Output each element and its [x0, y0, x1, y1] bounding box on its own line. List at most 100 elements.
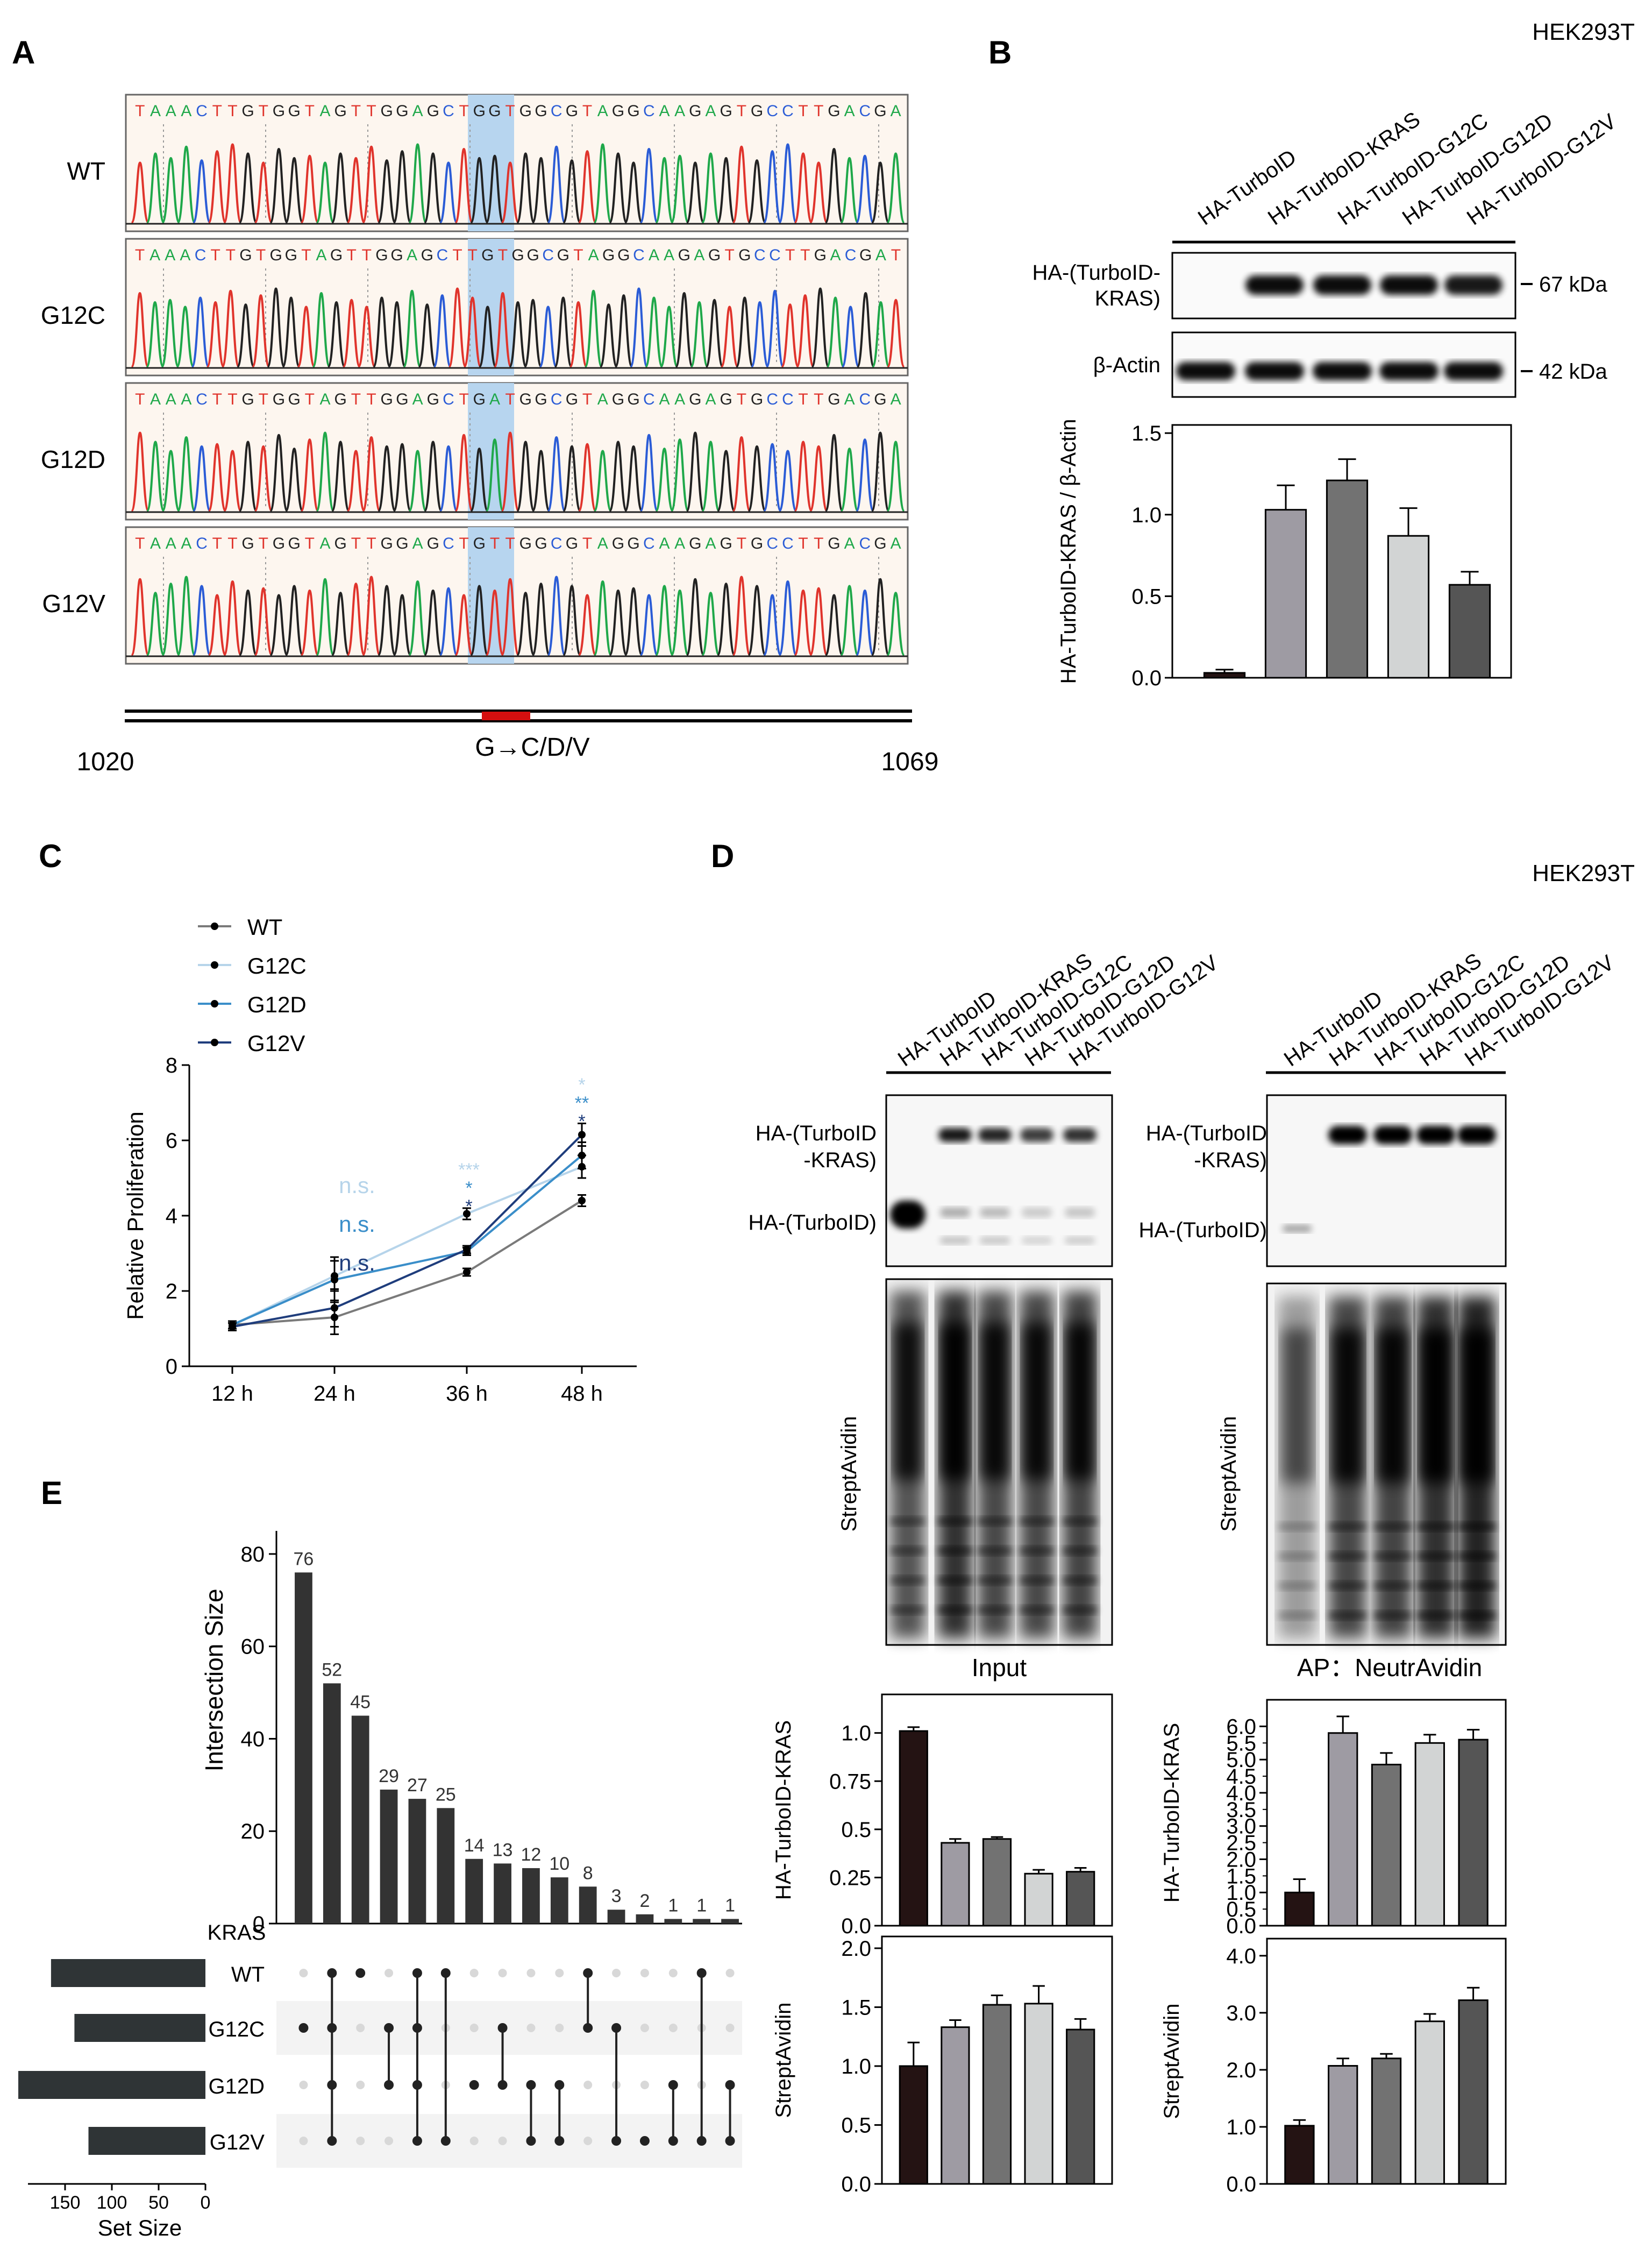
trace-peak: [793, 152, 813, 224]
sequence-base: A: [674, 391, 685, 408]
actin-bands-b: [1176, 362, 1503, 380]
sequence-base: T: [505, 391, 515, 408]
trace-peak: [732, 436, 751, 512]
trace-peak: [809, 161, 829, 224]
y-axis-label: StreptAvidin: [1160, 2004, 1184, 2119]
trace-peak: [269, 594, 289, 656]
sequencing-chromatograms: WTT A A A C T T G T G G T A G T T G G A G C T G G T G G C G T A G G C A A G A…: [41, 94, 909, 665]
y-minor-tick-label: 5.5: [1226, 1732, 1256, 1755]
y-tick-label: 6: [166, 1129, 177, 1153]
trace-peak: [871, 431, 890, 512]
sequence-base: T: [737, 391, 746, 408]
trace-peak: [266, 287, 286, 368]
sequence-base: T: [582, 102, 592, 120]
sequence-base: G: [566, 102, 578, 120]
trace-peak: [130, 431, 150, 512]
streptavidin-band: [1374, 1522, 1412, 1531]
sequence-base: C: [643, 102, 655, 120]
ha-kras-label-d-input-1: HA-(TurboID: [756, 1122, 877, 1145]
trace-peak: [342, 299, 361, 368]
trace-peak: [485, 589, 504, 656]
faint-band: [1022, 1208, 1052, 1217]
data-point: [578, 1131, 586, 1139]
matrix-dot-empty: [526, 2024, 536, 2032]
data-point: [331, 1276, 338, 1283]
sequence-base: G: [557, 246, 569, 264]
sequence-base: C: [766, 391, 778, 408]
sequence-base: T: [582, 391, 592, 408]
significance-label: n.s.: [339, 1250, 375, 1275]
trace-peak: [686, 431, 705, 512]
sequence-base: C: [782, 391, 794, 408]
trace-peak: [747, 159, 767, 224]
matrix-dot-empty: [555, 1969, 564, 1977]
trace-peak: [130, 292, 149, 368]
sequence-base: T: [305, 102, 315, 120]
intersection-bar: [465, 1858, 483, 1924]
matrix-dot-filled: [355, 1968, 366, 1978]
sequence-base: T: [498, 246, 508, 264]
x-tick-label: 24 h: [314, 1382, 355, 1406]
trace-peak: [732, 145, 751, 224]
streptavidin-band: [1417, 1581, 1455, 1590]
trace-peak: [826, 296, 845, 368]
trace-peak: [357, 306, 376, 368]
matrix-dot-filled: [469, 2080, 479, 2090]
trace-peak: [423, 152, 443, 224]
trace-peak: [175, 306, 195, 368]
sequence-base: G: [381, 535, 393, 552]
sequence-base: T: [467, 246, 477, 264]
sequence-base: G: [689, 391, 701, 408]
trace-peak: [705, 299, 724, 368]
trace-peak: [160, 299, 180, 368]
trace-peak: [701, 592, 721, 656]
sequence-base: G: [381, 391, 393, 408]
sequence-base: G: [720, 102, 732, 120]
bar: [1414, 1742, 1445, 1927]
sequence-base: C: [443, 102, 454, 120]
trace-peak: [296, 306, 316, 368]
significance-label: ***: [458, 1160, 480, 1180]
trace-peak: [176, 576, 196, 656]
trace-peak: [809, 445, 829, 512]
chromatogram-row-label: G12V: [42, 590, 105, 618]
sequence-base: C: [196, 102, 208, 120]
trace-peak: [778, 580, 797, 656]
faint-band: [1065, 1237, 1095, 1244]
streptavidin-band: [1278, 1581, 1316, 1590]
trace-peak: [238, 589, 258, 656]
sequence-base: T: [366, 391, 376, 408]
ha-kras-band: [1380, 275, 1438, 295]
streptavidin-band: [1278, 1552, 1316, 1560]
sequence-base: T: [582, 535, 592, 552]
y-axis-label: HA-TurboID-KRAS: [772, 1720, 795, 1900]
intersection-count: 52: [322, 1659, 342, 1680]
streptavidin-smear-core: [1066, 1323, 1094, 1480]
trace-peak: [531, 157, 551, 224]
significance-label: *: [578, 1075, 585, 1095]
faint-band: [980, 1237, 1010, 1244]
trace-peak: [372, 296, 391, 368]
trace-peak: [670, 589, 689, 656]
sequence-base: C: [196, 391, 208, 408]
trace-peak: [670, 438, 689, 512]
intersection-count: 14: [464, 1835, 485, 1856]
trace-peak: [689, 301, 709, 368]
sequence-base: T: [135, 535, 145, 552]
sequence-base: A: [150, 391, 161, 408]
sequence-base: C: [754, 246, 766, 264]
sequence-base: A: [844, 535, 855, 552]
sequence-base: T: [891, 246, 901, 264]
mutation-highlight: [468, 239, 514, 375]
sequence-base: C: [551, 535, 562, 552]
streptavidin-label-ap: StreptAvidin: [1217, 1416, 1241, 1532]
trace-peak: [599, 303, 618, 368]
sequence-base: G: [874, 102, 886, 120]
trace-peak: [207, 594, 227, 656]
y-tick-label: 1.5: [841, 1996, 871, 2019]
sequence-base: C: [196, 535, 208, 552]
trace-peak: [562, 585, 582, 656]
x-tick-label: 36 h: [446, 1382, 488, 1406]
streptavidin-band: [891, 1546, 925, 1555]
sequence-base: T: [227, 391, 237, 408]
